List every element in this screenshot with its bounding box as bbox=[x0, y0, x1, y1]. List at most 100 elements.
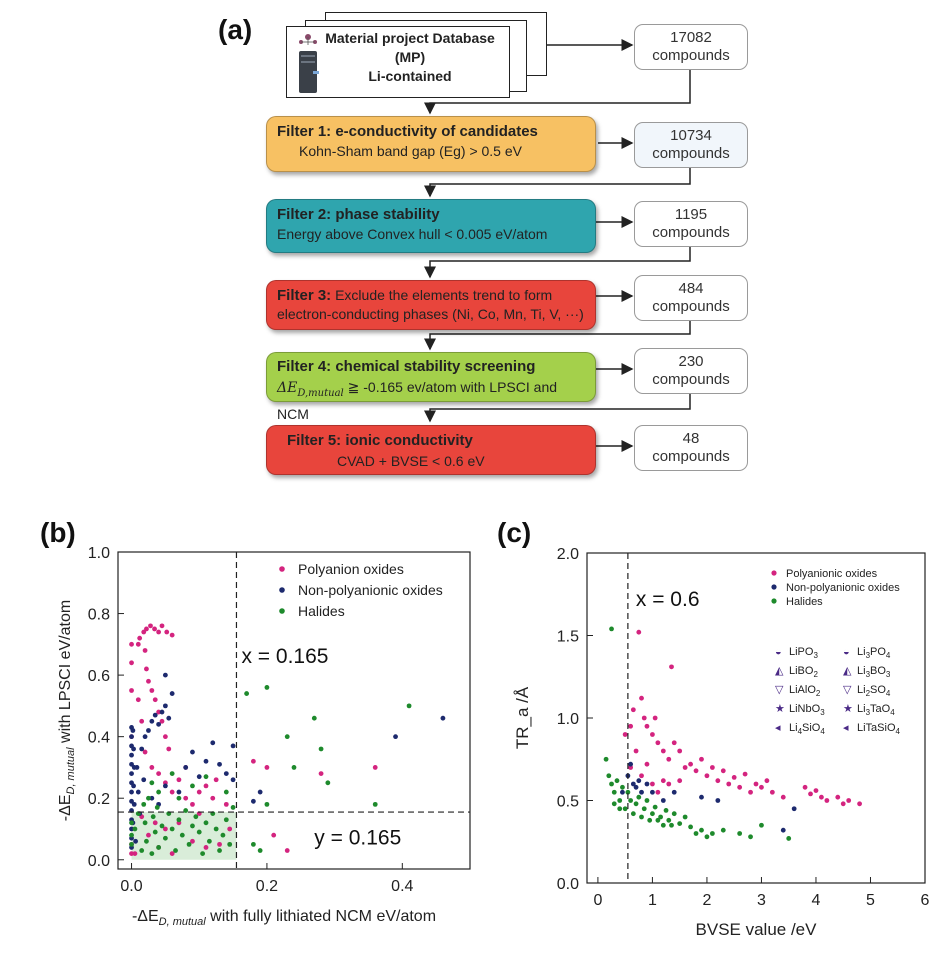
y-tick-label: 0.8 bbox=[88, 607, 110, 624]
y-tick-label: 1.5 bbox=[557, 629, 579, 646]
data-point bbox=[636, 794, 642, 800]
data-point bbox=[162, 703, 168, 709]
x-tick-label: 6 bbox=[921, 892, 930, 909]
data-point bbox=[227, 826, 233, 832]
data-point bbox=[156, 721, 162, 727]
compound-marker-icon: ★ bbox=[775, 703, 785, 715]
data-point bbox=[162, 835, 168, 841]
data-point bbox=[737, 831, 743, 836]
data-point bbox=[132, 851, 138, 857]
data-point bbox=[190, 749, 195, 755]
data-point bbox=[720, 768, 726, 774]
chart-b: 0.0 0.2 0.4 0.0 0.2 0.4 0.6 0.8 1.0 x = 0.165 y = … bbox=[57, 545, 471, 928]
y-tick-label: 1.0 bbox=[88, 545, 110, 562]
compound-marker-icon: ◒ bbox=[843, 646, 850, 658]
data-point bbox=[150, 814, 156, 820]
data-point bbox=[131, 783, 136, 789]
data-point bbox=[644, 798, 650, 803]
data-point bbox=[284, 734, 290, 740]
data-point bbox=[693, 831, 699, 836]
data-point bbox=[152, 697, 158, 703]
data-point bbox=[200, 851, 206, 857]
data-point bbox=[217, 841, 222, 847]
data-point bbox=[162, 826, 168, 832]
data-point bbox=[250, 798, 256, 804]
data-point bbox=[639, 773, 644, 779]
compound-marker-icon: ◭ bbox=[775, 665, 784, 677]
data-point bbox=[704, 773, 710, 779]
data-point bbox=[655, 817, 661, 823]
data-point bbox=[141, 777, 147, 783]
data-point bbox=[142, 648, 148, 653]
filter-2-detail: Energy above Convex hull < 0.005 eV/atom bbox=[277, 226, 548, 242]
data-point bbox=[650, 811, 655, 817]
compound-legend-label: Li3PO4 bbox=[857, 646, 891, 660]
data-point bbox=[190, 801, 195, 807]
data-point bbox=[688, 824, 693, 830]
filter-3-detail-inline: Exclude the elements trend to form bbox=[335, 287, 553, 303]
data-point bbox=[660, 822, 666, 828]
data-point bbox=[223, 801, 229, 807]
data-point bbox=[162, 783, 168, 789]
compound-legend-label: Li3TaO4 bbox=[857, 703, 895, 717]
data-point bbox=[227, 841, 233, 847]
count-unit: compounds bbox=[652, 224, 730, 241]
data-point bbox=[786, 836, 792, 841]
filter-5-title: Filter 5: ionic conductivity bbox=[287, 432, 473, 449]
data-point bbox=[769, 789, 775, 795]
count-box-filter-3: 484 compounds bbox=[634, 275, 748, 321]
count-box-filter-4: 230 compounds bbox=[634, 348, 748, 394]
x-tick-label: 3 bbox=[757, 892, 766, 909]
data-point bbox=[144, 626, 149, 632]
filter-2-title: Filter 2: phase stability bbox=[277, 206, 440, 223]
data-point bbox=[644, 723, 650, 729]
data-point bbox=[176, 789, 182, 795]
data-point bbox=[203, 774, 209, 780]
data-point bbox=[636, 629, 642, 635]
count-value: 1195 bbox=[674, 206, 708, 223]
data-point bbox=[173, 848, 178, 853]
data-point bbox=[130, 728, 136, 733]
data-point bbox=[217, 761, 222, 767]
data-point bbox=[625, 789, 631, 795]
data-point bbox=[655, 789, 661, 795]
y-tick-label: 0.0 bbox=[557, 876, 579, 893]
filter-1-detail: Kohn-Sham band gap (Eg) > 0.5 eV bbox=[299, 143, 522, 159]
x-tick-label: 0.0 bbox=[120, 878, 142, 895]
compound-marker-icon: ◂ bbox=[843, 722, 849, 734]
legend-label: Polyanion oxides bbox=[298, 561, 404, 577]
data-point bbox=[813, 788, 819, 793]
data-point bbox=[835, 794, 841, 800]
data-point bbox=[141, 801, 147, 807]
data-point bbox=[169, 632, 175, 638]
data-point bbox=[699, 756, 704, 762]
data-point bbox=[846, 798, 852, 803]
data-point bbox=[622, 732, 628, 737]
data-point bbox=[131, 746, 136, 752]
data-point bbox=[162, 734, 168, 740]
plot-frame bbox=[117, 551, 471, 870]
data-point bbox=[156, 709, 162, 715]
flowchart-connectors bbox=[424, 39, 691, 452]
data-point bbox=[603, 756, 609, 762]
legend-marker bbox=[771, 598, 777, 604]
data-point bbox=[129, 820, 134, 826]
data-point bbox=[137, 635, 143, 641]
filter-4-box: Filter 4: chemical stability screening Δ… bbox=[266, 352, 596, 422]
data-point bbox=[748, 834, 753, 840]
data-point bbox=[611, 789, 617, 795]
data-point bbox=[190, 838, 195, 844]
database-title: Material project Database bbox=[325, 30, 495, 46]
data-point bbox=[196, 774, 202, 780]
data-point bbox=[129, 798, 134, 804]
data-point bbox=[183, 808, 189, 813]
data-point bbox=[628, 761, 634, 767]
data-point bbox=[129, 660, 134, 666]
data-point bbox=[688, 761, 693, 767]
data-point bbox=[802, 784, 808, 790]
filter-4-detail: ≧ -0.165 ev/atom with LPSCI and NCM bbox=[277, 379, 558, 422]
panel-b-label: (b) bbox=[40, 517, 76, 548]
data-point bbox=[196, 789, 202, 795]
data-point bbox=[699, 827, 704, 833]
data-point bbox=[159, 823, 165, 829]
